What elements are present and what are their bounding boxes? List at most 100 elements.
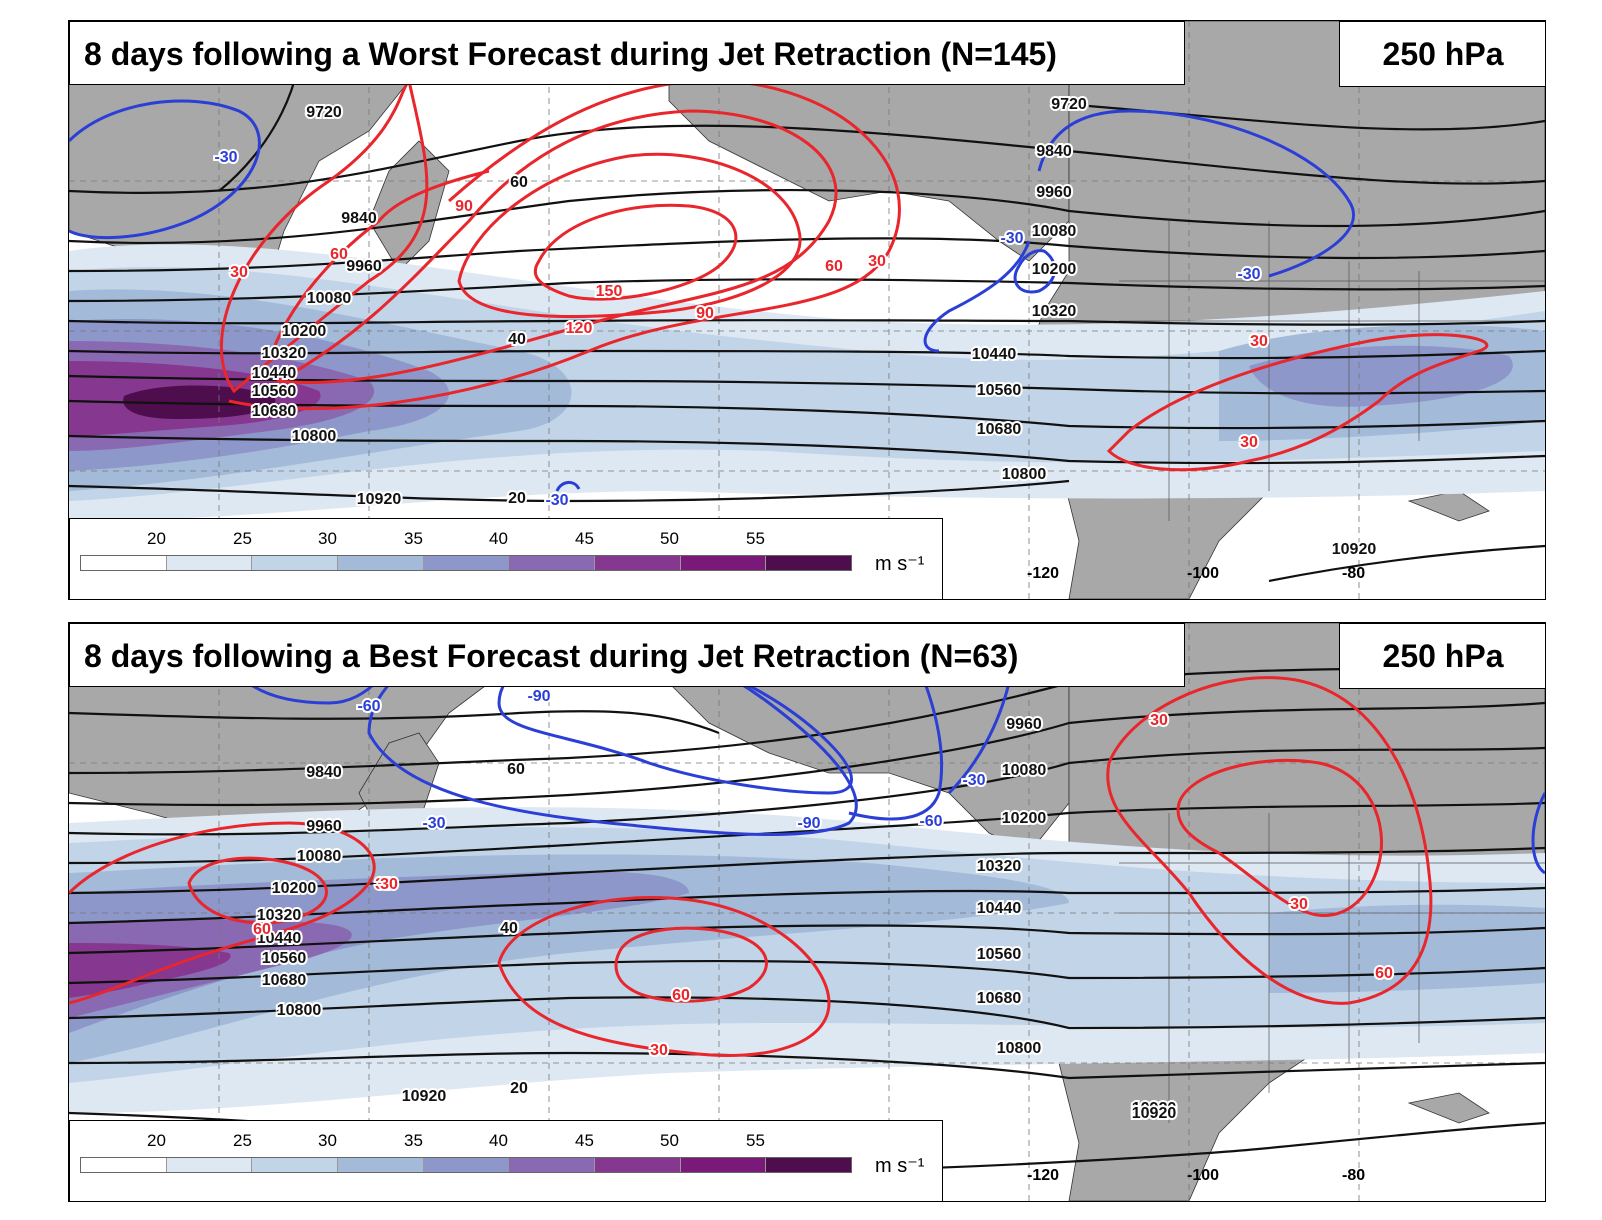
height-contour-label-halo: 9720: [1051, 96, 1087, 113]
height-contour-label: 9960: [306, 818, 342, 835]
height-contour-label-halo: 10800: [997, 1040, 1042, 1057]
positive-anomaly-label: 60: [1375, 965, 1393, 982]
height-contour-label: 9720: [1051, 96, 1087, 113]
height-contour-label: 10320: [1032, 303, 1077, 320]
negative-anomaly-label-halo: -60: [357, 698, 380, 715]
legend-swatch: [252, 1158, 339, 1172]
legend-swatch: [595, 556, 681, 570]
height-contour-label-halo: 10320: [1032, 303, 1077, 320]
negative-anomaly-label-halo: -90: [797, 815, 820, 832]
positive-anomaly-label-halo: 120: [566, 320, 593, 337]
height-contour-label-halo: 10680: [977, 421, 1022, 438]
positive-anomaly-label-halo: 60: [1375, 965, 1393, 982]
panel-title: 8 days following a Best Forecast during …: [69, 623, 1185, 687]
pressure-level-label: 250 hPa: [1339, 623, 1545, 689]
height-contour-label-halo: 10920: [1332, 541, 1377, 558]
height-contour-label: 10080: [307, 290, 352, 307]
height-contour-label: 10080: [1002, 762, 1047, 779]
height-contour-label-halo: 9840: [1036, 143, 1072, 160]
height-contour-label-halo: 10920: [1132, 1100, 1177, 1117]
legend-tick: 20: [147, 529, 166, 548]
legend-tick: 35: [404, 529, 423, 548]
borders: [1119, 221, 1545, 521]
land-kamchatka: [368, 140, 450, 272]
legend-tick: 35: [404, 1131, 423, 1150]
height-contour-label: 10200: [1002, 810, 1047, 827]
legend-swatch: [595, 1158, 681, 1172]
height-contour-label-halo: 10920: [357, 491, 402, 508]
height-contour-label-halo: 9720: [306, 104, 342, 121]
height-contour-label: 9840: [341, 210, 377, 227]
legend-tick: 30: [318, 1131, 337, 1150]
height-contour-label: 10680: [252, 403, 297, 420]
negative-anomaly-label: -30: [962, 772, 985, 789]
height-contour-label-halo: 10680: [977, 990, 1022, 1007]
height-contour-label-halo: 9840: [341, 210, 377, 227]
positive-anomaly-label-halo: 150: [596, 283, 623, 300]
negative-anomaly-label: -30: [1237, 266, 1260, 283]
height-contour-label: 10920: [357, 491, 402, 508]
negative-anomaly-label-halo: -60: [919, 813, 942, 830]
wind-contour-label: 60: [507, 761, 525, 778]
positive-anomaly-label: 60: [253, 921, 271, 938]
height-contour-label: 9960: [346, 258, 382, 275]
height-contour-label-halo: 10080: [1002, 762, 1047, 779]
legend-tick: 50: [660, 529, 679, 548]
negative-anomaly-label-halo: -30: [422, 815, 445, 832]
pressure-level-label: 250 hPa: [1339, 21, 1545, 87]
height-contour-label-halo: 10200: [1002, 810, 1047, 827]
height-contour-label-halo: 10680: [252, 403, 297, 420]
height-contour-label: 10800: [997, 1040, 1042, 1057]
wind-contour-label-halo: 60: [507, 761, 525, 778]
pressure-level-text: 250 hPa: [1382, 638, 1504, 674]
lon-label-100w: -100: [1187, 1167, 1220, 1184]
positive-anomaly-contours: [69, 676, 1433, 1057]
wind-speed-legend: 20 25 30 35 40 45 50 55 m s⁻¹: [69, 1120, 943, 1201]
wind-contour-label-halo: 40: [508, 331, 526, 348]
height-contour-label-halo: 10560: [977, 382, 1022, 399]
height-contour-label: 10200: [272, 880, 317, 897]
height-contour-label: 9720: [306, 104, 342, 121]
positive-anomaly-label: 30: [375, 876, 393, 893]
legend-tick: 25: [233, 529, 252, 548]
height-contour-label-halo: 10200: [282, 323, 327, 340]
height-contour-label-halo: 10560: [977, 946, 1022, 963]
wind-contour-label: 40: [500, 920, 518, 937]
height-contour-label: 10800: [292, 428, 337, 445]
legend-swatch: [423, 556, 510, 570]
height-contour-label-halo: 10200: [272, 880, 317, 897]
panel-title: 8 days following a Worst Forecast during…: [69, 21, 1185, 85]
land-cuba: [1407, 1092, 1490, 1124]
height-contour-label-halo: 9960: [346, 258, 382, 275]
height-contour-label-halo: 10920: [402, 1088, 447, 1105]
lon-label-80w: -80: [1342, 1167, 1366, 1184]
legend-tick: 25: [233, 1131, 252, 1150]
height-contour-label: 10440: [257, 930, 302, 947]
height-contour-label-halo: 10800: [1002, 466, 1047, 483]
height-contour-label: 10440: [972, 346, 1017, 363]
negative-anomaly-label: -90: [797, 815, 820, 832]
negative-anomaly-label-halo: -30: [962, 772, 985, 789]
negative-anomaly-contours: [69, 99, 1355, 492]
negative-anomaly-label: -30: [214, 149, 237, 166]
legend-swatch: [166, 1158, 253, 1172]
legend-unit: m s⁻¹: [875, 553, 925, 575]
legend-tick: 45: [575, 1131, 594, 1150]
positive-anomaly-label: 60: [825, 258, 843, 275]
height-contour-label: 10920: [1132, 1105, 1177, 1122]
negative-anomaly-label: -90: [527, 688, 550, 705]
negative-anomaly-label-halo: -90: [527, 688, 550, 705]
height-contour-label-halo: 10440: [972, 346, 1017, 363]
positive-anomaly-label-halo: 60: [330, 246, 348, 263]
legend-swatch: [766, 1158, 852, 1172]
negative-anomaly-label-halo: -30: [214, 149, 237, 166]
positive-anomaly-label-halo: 30: [1150, 712, 1168, 729]
positive-anomaly-label-halo: 30: [868, 253, 886, 270]
positive-anomaly-label: 90: [455, 198, 473, 215]
legend-swatch: [680, 556, 767, 570]
legend-unit: m s⁻¹: [875, 1155, 925, 1177]
height-contour-label: 10080: [1032, 223, 1077, 240]
wind-band-35: [69, 871, 689, 1033]
wind-band-45: [69, 919, 352, 1018]
